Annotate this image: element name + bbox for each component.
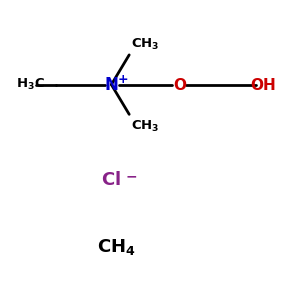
Text: $\mathbf{+}$: $\mathbf{+}$ [117,73,128,86]
Text: $\mathbf{-}$: $\mathbf{-}$ [124,168,137,182]
Text: $\mathbf{OH}$: $\mathbf{OH}$ [250,76,276,93]
Text: $\mathbf{N}$: $\mathbf{N}$ [104,76,118,94]
Text: $\mathbf{CH_3}$: $\mathbf{CH_3}$ [131,119,159,134]
Text: $\mathbf{CH_4}$: $\mathbf{CH_4}$ [97,237,135,256]
Text: $\mathbf{H_3C}$: $\mathbf{H_3C}$ [16,77,45,92]
Text: $\mathbf{CH_3}$: $\mathbf{CH_3}$ [131,37,159,52]
Text: $\mathbf{Cl}$: $\mathbf{Cl}$ [101,171,121,189]
Text: $\mathbf{O}$: $\mathbf{O}$ [172,76,187,93]
